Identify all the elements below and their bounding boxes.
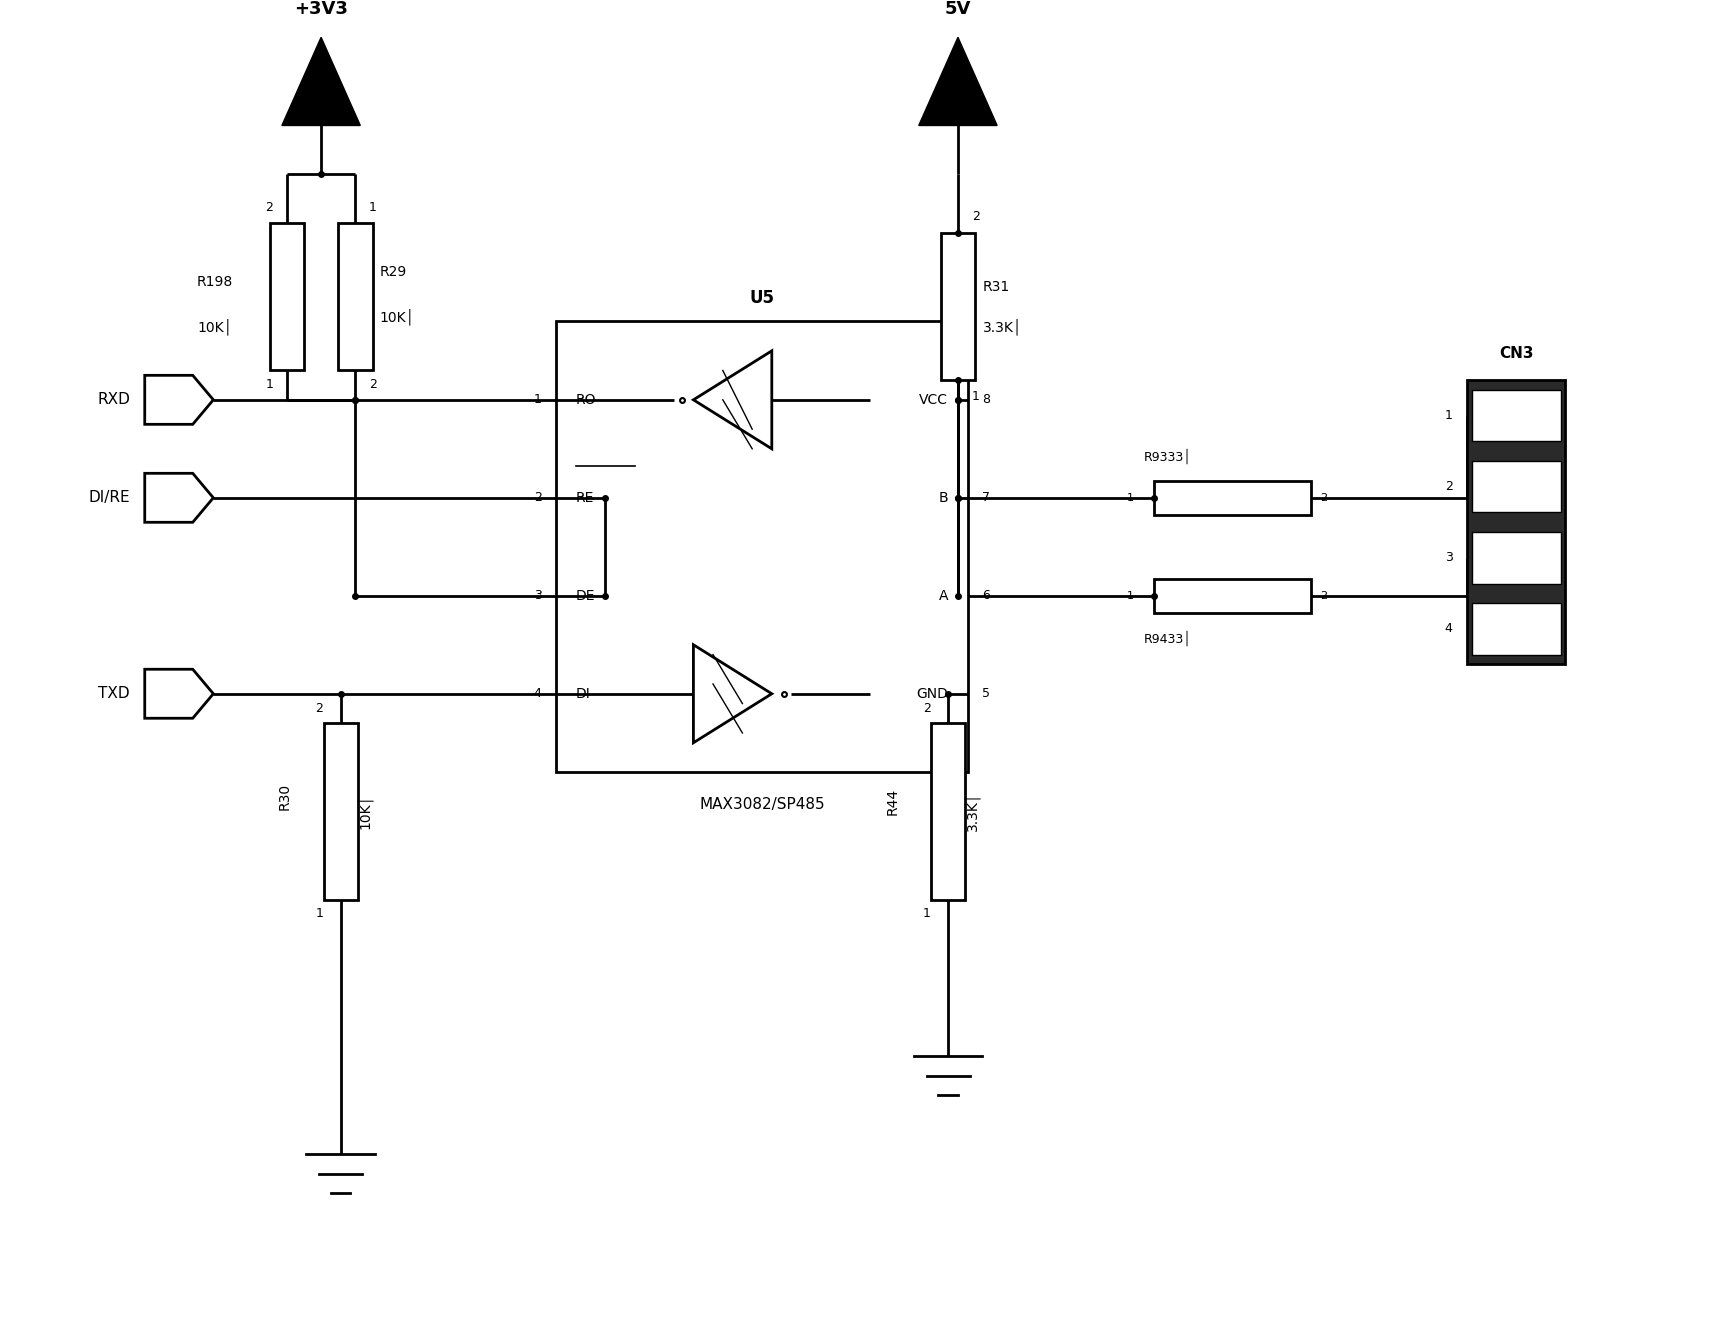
Text: 10K│: 10K│ xyxy=(380,308,414,325)
Text: 3.3K│: 3.3K│ xyxy=(962,791,979,831)
Text: 5: 5 xyxy=(983,687,991,701)
Text: RXD: RXD xyxy=(98,393,131,408)
Text: DI: DI xyxy=(576,687,591,701)
Text: 2: 2 xyxy=(265,201,273,213)
Text: 1: 1 xyxy=(1445,409,1453,422)
Text: 5V: 5V xyxy=(945,0,971,17)
Bar xyxy=(1154,578,1311,613)
Polygon shape xyxy=(144,376,213,425)
Text: 1: 1 xyxy=(265,378,273,392)
Bar xyxy=(557,321,967,773)
Text: 1: 1 xyxy=(972,390,979,404)
Text: TXD: TXD xyxy=(98,686,131,701)
Text: 7: 7 xyxy=(983,492,991,505)
Text: R198: R198 xyxy=(196,276,234,289)
Bar xyxy=(1472,461,1560,513)
Text: GND: GND xyxy=(916,687,948,701)
Bar xyxy=(1467,380,1565,665)
Bar xyxy=(1154,481,1311,515)
Bar xyxy=(338,224,373,370)
Text: 2: 2 xyxy=(1445,481,1453,493)
Text: 1: 1 xyxy=(1127,591,1134,601)
Text: 2: 2 xyxy=(314,702,323,715)
Text: 3.3K│: 3.3K│ xyxy=(983,318,1022,334)
Text: CN3: CN3 xyxy=(1500,345,1534,361)
Text: R9333│: R9333│ xyxy=(1144,448,1192,464)
Text: 1: 1 xyxy=(369,201,376,213)
Text: 2: 2 xyxy=(1321,493,1328,502)
Bar xyxy=(1472,531,1560,583)
Bar xyxy=(931,723,966,899)
Polygon shape xyxy=(144,669,213,718)
Text: VCC: VCC xyxy=(919,393,948,406)
Text: 1: 1 xyxy=(314,907,323,920)
Bar xyxy=(270,224,304,370)
Text: R29: R29 xyxy=(380,265,407,280)
Text: 2: 2 xyxy=(534,492,541,505)
Bar xyxy=(1472,603,1560,654)
Text: DI/RE: DI/RE xyxy=(88,490,131,505)
Text: R9433│: R9433│ xyxy=(1144,630,1192,646)
Polygon shape xyxy=(282,37,361,125)
Text: +3V3: +3V3 xyxy=(294,0,349,17)
Text: R44: R44 xyxy=(885,789,899,815)
Bar xyxy=(323,723,357,899)
Text: 3: 3 xyxy=(534,589,541,602)
Text: R30: R30 xyxy=(278,783,292,810)
Text: 4: 4 xyxy=(1445,622,1453,635)
Text: 8: 8 xyxy=(983,393,991,406)
Text: RE: RE xyxy=(576,490,594,505)
Text: DE: DE xyxy=(576,589,596,603)
Bar xyxy=(941,233,976,380)
Text: U5: U5 xyxy=(749,289,775,306)
Text: RO: RO xyxy=(576,393,596,406)
Text: 10K│: 10K│ xyxy=(198,318,234,334)
Text: 1: 1 xyxy=(534,393,541,406)
Polygon shape xyxy=(694,645,771,743)
Polygon shape xyxy=(919,37,996,125)
Polygon shape xyxy=(694,350,771,449)
Text: 2: 2 xyxy=(369,378,376,392)
Text: 3: 3 xyxy=(1445,551,1453,565)
Text: 4: 4 xyxy=(534,687,541,701)
Text: 2: 2 xyxy=(923,702,931,715)
Bar xyxy=(1472,390,1560,441)
Text: A: A xyxy=(938,589,948,603)
Polygon shape xyxy=(144,473,213,522)
Text: 1: 1 xyxy=(1127,493,1134,502)
Text: B: B xyxy=(938,490,948,505)
Text: 1: 1 xyxy=(923,907,931,920)
Text: 2: 2 xyxy=(1321,591,1328,601)
Text: 6: 6 xyxy=(983,589,990,602)
Text: 2: 2 xyxy=(972,210,979,224)
Text: 10K│: 10K│ xyxy=(356,794,373,829)
Text: MAX3082/SP485: MAX3082/SP485 xyxy=(699,797,825,811)
Text: R31: R31 xyxy=(983,280,1010,294)
